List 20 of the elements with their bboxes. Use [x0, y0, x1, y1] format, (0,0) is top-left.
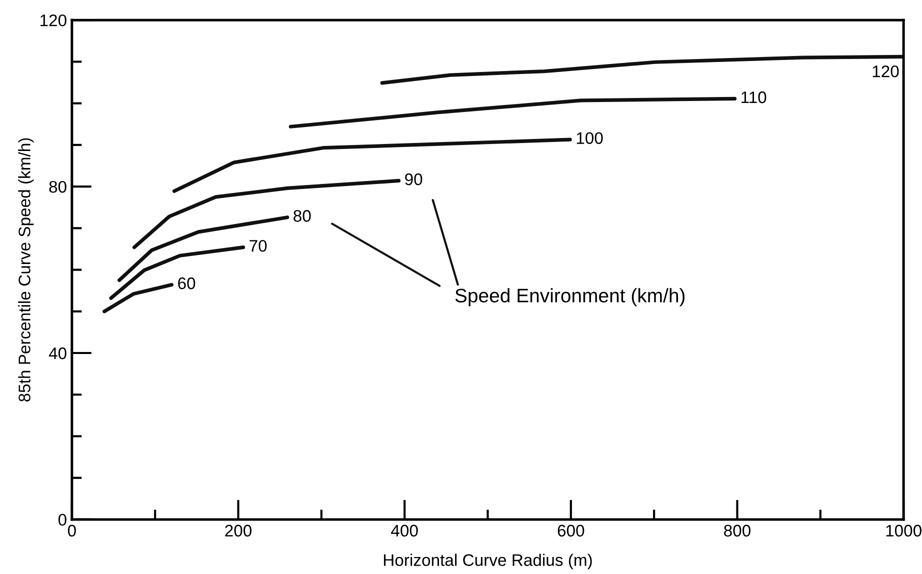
- y-tick-label: 120: [40, 14, 66, 26]
- x-tick-label: 1000: [886, 524, 922, 537]
- annotation: Speed Environment (km/h): [455, 288, 685, 306]
- y-tick-label: 80: [49, 180, 66, 193]
- x-tick-label: 200: [225, 524, 252, 537]
- y-tick-label: 0: [58, 514, 66, 526]
- x-tick-label: 800: [724, 524, 750, 537]
- series-label: 90: [405, 173, 422, 186]
- series-label: 60: [178, 277, 196, 290]
- series-label: 110: [742, 91, 766, 104]
- series-label: 120: [872, 65, 899, 78]
- x-tick-label: 400: [391, 524, 418, 537]
- x-tick-label: 0: [68, 524, 76, 537]
- series-label: 70: [250, 240, 267, 252]
- series-label: 80: [294, 210, 311, 222]
- y-tick-label: 40: [48, 347, 66, 360]
- x-axis-title: Horizontal Curve Radius (m): [384, 554, 592, 570]
- series-label: 100: [576, 132, 603, 144]
- y-axis-title: 85th Percentile Curve Speed (km/h): [18, 138, 34, 402]
- x-tick-label: 600: [558, 524, 584, 537]
